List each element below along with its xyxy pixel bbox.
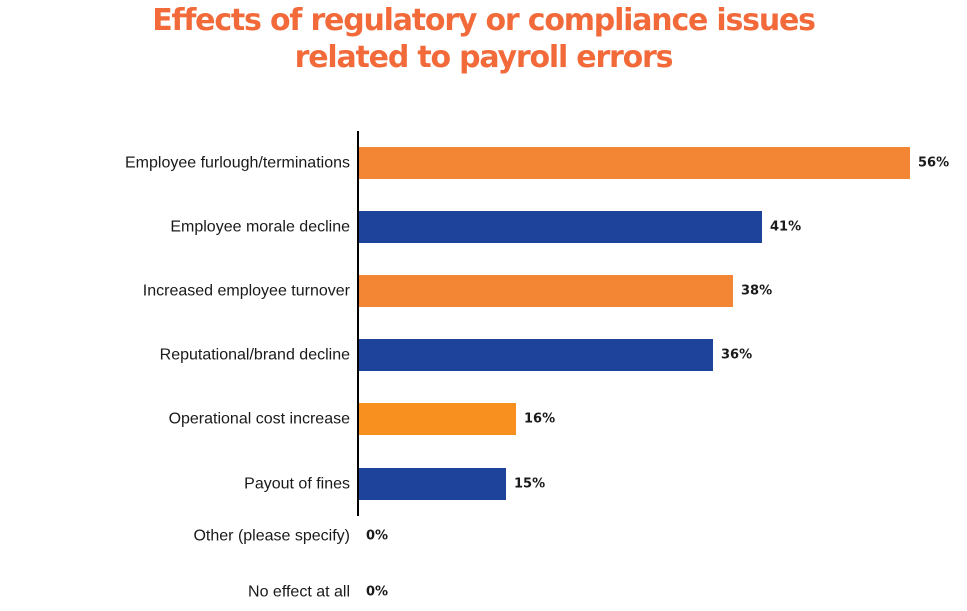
value-label-7: 0% [366, 529, 388, 544]
chart-title-line-1: Effects of regulatory or compliance issu… [152, 3, 816, 38]
value-label-1: 56% [918, 156, 949, 171]
chart-title-line-2: related to payroll errors [294, 40, 674, 75]
value-label-4: 36% [721, 348, 752, 363]
bar-3 [358, 275, 733, 307]
value-label-2: 41% [770, 220, 801, 235]
bar-6 [358, 468, 506, 500]
category-label-7: Other (please specify) [193, 528, 350, 545]
bar-5 [358, 403, 516, 435]
chart-title: Effects of regulatory or compliance issu… [0, 2, 967, 76]
category-label-2: Employee morale decline [170, 219, 350, 236]
bar-2 [358, 211, 762, 243]
value-label-6: 15% [514, 477, 545, 492]
category-label-3: Increased employee turnover [143, 283, 351, 300]
bar-4 [358, 339, 713, 371]
category-label-5: Operational cost increase [169, 411, 351, 428]
value-label-3: 38% [741, 284, 772, 299]
category-label-4: Reputational/brand decline [160, 347, 350, 364]
bar-1 [358, 147, 910, 179]
bars-layer: Employee furlough/terminations 56% Employe… [125, 147, 949, 601]
category-label-6: Payout of fines [244, 476, 350, 493]
value-label-5: 16% [524, 412, 555, 427]
category-label-1: Employee furlough/terminations [125, 155, 350, 172]
category-label-8: No effect at all [248, 584, 350, 601]
value-label-8: 0% [366, 585, 388, 600]
